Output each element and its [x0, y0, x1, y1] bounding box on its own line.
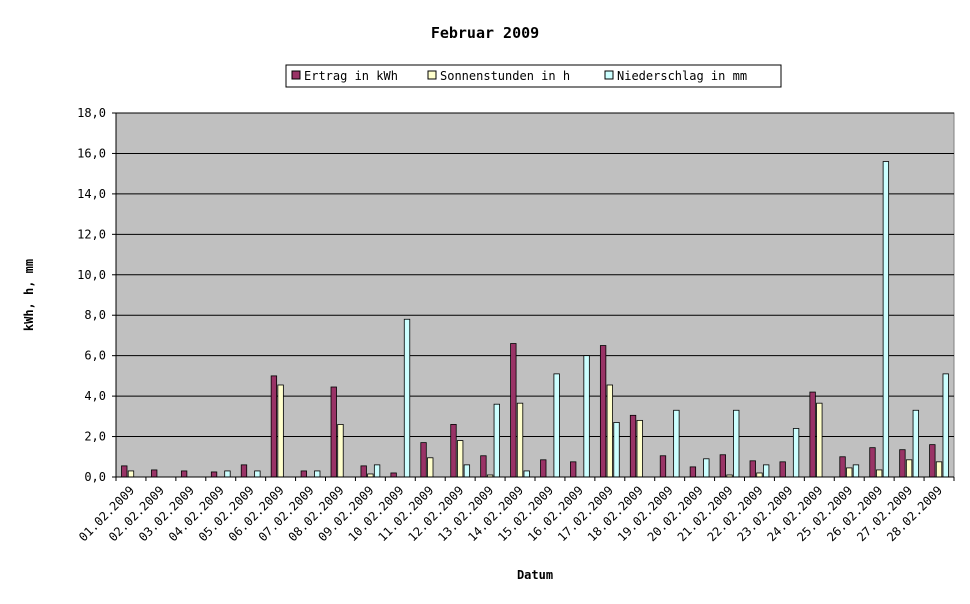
bar-ertrag [809, 391, 816, 478]
legend-label-ertrag: Ertrag in kWh [304, 69, 398, 83]
bars [121, 161, 949, 478]
bar-ertrag [121, 465, 128, 478]
bar-ertrag [599, 345, 607, 478]
bar-ertrag [360, 465, 367, 478]
y-tick-label: 4,0 [84, 389, 106, 403]
bar-sonnenstunden [516, 402, 524, 478]
legend-box [285, 64, 782, 88]
x-axis-title: Datum [517, 568, 553, 582]
bar-ertrag [540, 459, 547, 478]
bar-niederschlag [912, 409, 919, 478]
bar-sonnenstunden [337, 424, 344, 478]
bar-niederschlag [254, 470, 261, 478]
bar-niederschlag [523, 470, 530, 478]
bar-niederschlag [882, 161, 890, 478]
y-tick-label: 10,0 [77, 268, 106, 282]
bar-sonnenstunden [756, 472, 763, 478]
bar-sonnenstunden [935, 461, 943, 478]
bar-ertrag [300, 470, 307, 478]
bar-ertrag [420, 442, 427, 478]
bar-niederschlag [852, 464, 860, 478]
bar-niederschlag [673, 409, 680, 478]
bar-sonnenstunden [457, 440, 464, 478]
bar-niederschlag [763, 464, 770, 478]
bar-sonnenstunden [427, 457, 434, 478]
legend-label-sonnenstunden: Sonnenstunden in h [440, 69, 570, 83]
bar-ertrag [390, 472, 397, 478]
y-tick-label: 8,0 [84, 308, 106, 322]
bar-ertrag [749, 460, 756, 478]
bar-niederschlag [224, 470, 231, 478]
y-tick-label: 0,0 [84, 470, 106, 484]
bar-sonnenstunden [606, 384, 613, 478]
bar-niederschlag [553, 373, 560, 478]
legend-swatch-niederschlag [604, 70, 614, 80]
bar-niederschlag [942, 373, 949, 478]
bar-niederschlag [583, 355, 590, 478]
bar-niederschlag [314, 470, 321, 478]
gridlines [116, 112, 954, 438]
bar-niederschlag [373, 464, 381, 478]
bar-sonnenstunden [846, 467, 853, 478]
bar-sonnenstunden [127, 470, 135, 478]
bar-ertrag [869, 447, 876, 478]
bar-ertrag [929, 444, 936, 478]
bar-niederschlag [792, 428, 800, 478]
bar-sonnenstunden [636, 419, 643, 478]
legend-label-niederschlag: Niederschlag in mm [617, 69, 747, 83]
y-tick-label: 18,0 [77, 106, 106, 120]
bar-ertrag [570, 461, 577, 478]
bar-ertrag [240, 464, 248, 478]
bar-niederschlag [613, 421, 620, 478]
bar-ertrag [210, 471, 218, 478]
bar-ertrag [270, 375, 278, 478]
bar-niederschlag [403, 318, 411, 478]
legend-swatch-sonnenstunden [427, 70, 437, 80]
bar-ertrag [779, 461, 786, 478]
bar-ertrag [510, 343, 517, 478]
bar-ertrag [450, 424, 457, 478]
y-tick-label: 14,0 [77, 187, 106, 201]
bar-niederschlag [733, 409, 740, 478]
y-tick-label: 16,0 [77, 146, 106, 160]
bar-ertrag [151, 469, 158, 478]
x-tick-labels: 01.02.200902.02.200903.02.200904.02.2009… [76, 483, 945, 544]
bar-niederschlag [493, 403, 500, 478]
y-tick-label: 2,0 [84, 430, 106, 444]
bar-sonnenstunden [816, 402, 823, 478]
bar-ertrag [629, 414, 637, 478]
axes [112, 112, 955, 481]
y-tick-label: 6,0 [84, 349, 106, 363]
y-axis-title: kWh, h, mm [22, 259, 36, 331]
bar-ertrag [180, 470, 188, 478]
y-tick-label: 12,0 [77, 227, 106, 241]
bar-ertrag [480, 455, 487, 478]
bar-ertrag [899, 449, 906, 478]
bar-ertrag [839, 456, 846, 478]
bar-ertrag [719, 454, 726, 478]
bar-ertrag [689, 466, 697, 478]
bar-sonnenstunden [876, 469, 883, 478]
y-tick-labels: 0,0 2,0 4,0 6,0 8,0 10,0 12,0 14,0 16,0 18,0 [77, 106, 106, 484]
bar-ertrag [659, 455, 667, 478]
legend: Ertrag in kWh Sonnenstunden in h Nieders… [285, 64, 782, 88]
bar-niederschlag [463, 464, 471, 478]
legend-swatch-ertrag [291, 70, 301, 80]
bar-sonnenstunden [277, 384, 284, 478]
bar-ertrag [330, 386, 337, 478]
chart-title: Februar 2009 [431, 24, 539, 42]
bar-niederschlag [703, 458, 710, 478]
plot-area [115, 112, 955, 478]
bar-sonnenstunden [905, 459, 913, 478]
